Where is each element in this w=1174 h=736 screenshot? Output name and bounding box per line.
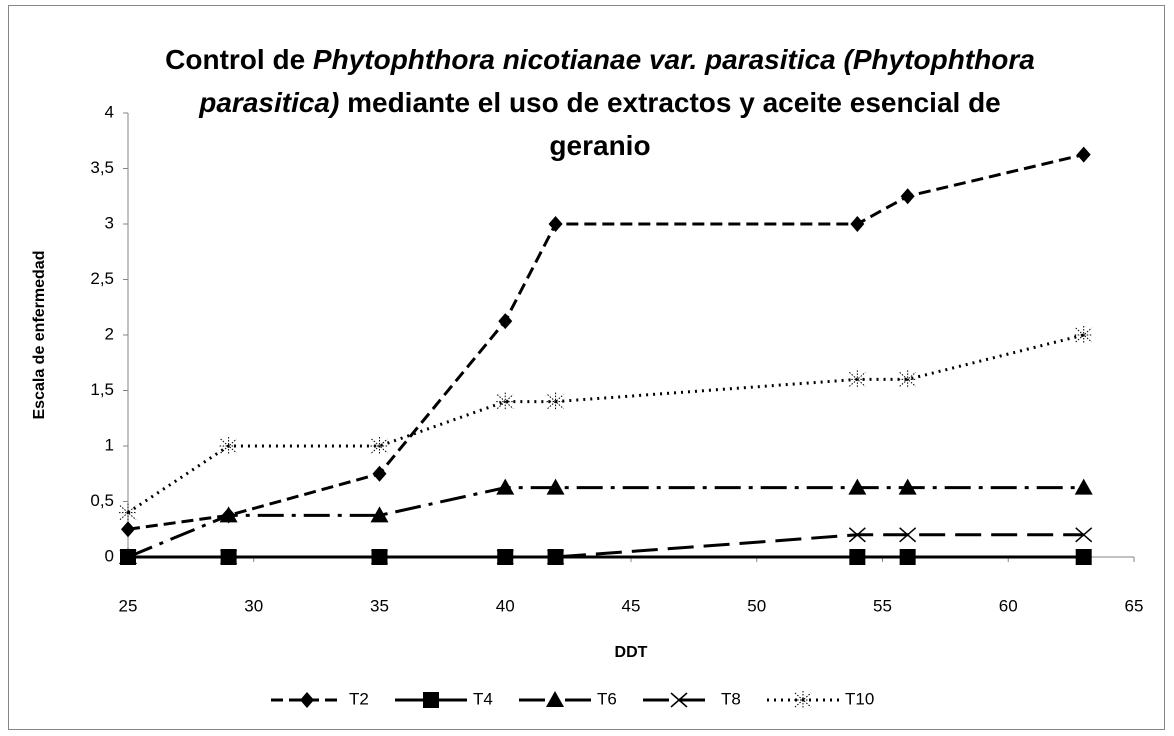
marker bbox=[546, 478, 565, 495]
marker bbox=[496, 392, 515, 411]
marker bbox=[220, 549, 238, 565]
marker bbox=[548, 216, 563, 232]
marker bbox=[121, 521, 135, 538]
title-run: geranio bbox=[549, 130, 650, 161]
x-tick-label: 55 bbox=[873, 596, 892, 615]
y-tick-label: 3,5 bbox=[90, 158, 114, 177]
series-line bbox=[128, 533, 1084, 559]
marker bbox=[300, 692, 314, 708]
marker bbox=[1075, 527, 1093, 543]
title-run: parasitica) bbox=[198, 87, 339, 118]
x-tick-label: 25 bbox=[119, 596, 138, 615]
y-tick-label: 1 bbox=[105, 435, 114, 454]
marker bbox=[1074, 478, 1093, 495]
series-line bbox=[127, 486, 1084, 559]
x-axis-title: DDT bbox=[615, 644, 648, 661]
marker bbox=[1074, 326, 1093, 344]
marker bbox=[794, 691, 812, 709]
x-tick-label: 45 bbox=[622, 596, 641, 615]
marker bbox=[370, 437, 389, 455]
marker bbox=[1075, 549, 1092, 565]
x-tick-label: 35 bbox=[370, 596, 389, 615]
marker bbox=[670, 692, 688, 708]
marker bbox=[850, 216, 865, 232]
title-run: Control de bbox=[165, 44, 313, 75]
marker bbox=[546, 392, 565, 411]
marker bbox=[899, 549, 916, 565]
y-tick-label: 0 bbox=[105, 546, 114, 565]
x-tick-label: 40 bbox=[496, 596, 515, 615]
marker bbox=[848, 370, 867, 389]
y-axis-title: Escala de enfermedad bbox=[31, 251, 48, 420]
marker bbox=[371, 549, 388, 565]
legend-label: T10 bbox=[845, 689, 874, 708]
marker bbox=[898, 370, 917, 389]
marker bbox=[849, 549, 866, 565]
marker bbox=[119, 549, 137, 565]
marker bbox=[370, 506, 389, 523]
y-tick-label: 1,5 bbox=[90, 380, 114, 399]
legend-label: T4 bbox=[473, 689, 493, 708]
legend-label: T2 bbox=[349, 689, 369, 708]
marker bbox=[423, 692, 439, 708]
marker bbox=[496, 478, 515, 495]
legend-label: T6 bbox=[597, 689, 617, 708]
marker bbox=[119, 503, 137, 522]
marker bbox=[496, 549, 514, 565]
marker bbox=[372, 465, 387, 482]
chart-title: Control de Phytophthora nicotianae var. … bbox=[165, 44, 1035, 75]
y-tick-label: 4 bbox=[105, 102, 114, 121]
marker bbox=[219, 506, 238, 523]
x-tick-label: 60 bbox=[999, 596, 1018, 615]
marker bbox=[899, 527, 917, 543]
y-tick-label: 0,5 bbox=[90, 491, 114, 510]
marker bbox=[219, 437, 238, 455]
title-run: mediante el uso de extractos y aceite es… bbox=[339, 87, 1000, 118]
chart-frame bbox=[8, 5, 1165, 730]
x-tick-label: 50 bbox=[747, 596, 766, 615]
marker bbox=[546, 691, 564, 707]
x-tick-label: 30 bbox=[244, 596, 263, 615]
marker bbox=[1076, 146, 1091, 163]
y-tick-label: 2 bbox=[105, 324, 114, 343]
series-line bbox=[127, 153, 1085, 531]
marker bbox=[898, 478, 917, 495]
marker bbox=[848, 527, 866, 543]
chart-title: geranio bbox=[549, 130, 650, 161]
marker bbox=[498, 313, 513, 330]
marker bbox=[848, 478, 867, 495]
y-tick-label: 2,5 bbox=[90, 269, 114, 288]
marker bbox=[547, 549, 565, 565]
chart-title: parasitica) mediante el uso de extractos… bbox=[198, 87, 1001, 118]
x-tick-label: 65 bbox=[1125, 596, 1144, 615]
legend-label: T8 bbox=[721, 689, 741, 708]
title-run: Phytophthora nicotianae var. parasitica … bbox=[313, 44, 1035, 75]
y-tick-label: 3 bbox=[105, 213, 114, 232]
marker bbox=[900, 188, 915, 205]
